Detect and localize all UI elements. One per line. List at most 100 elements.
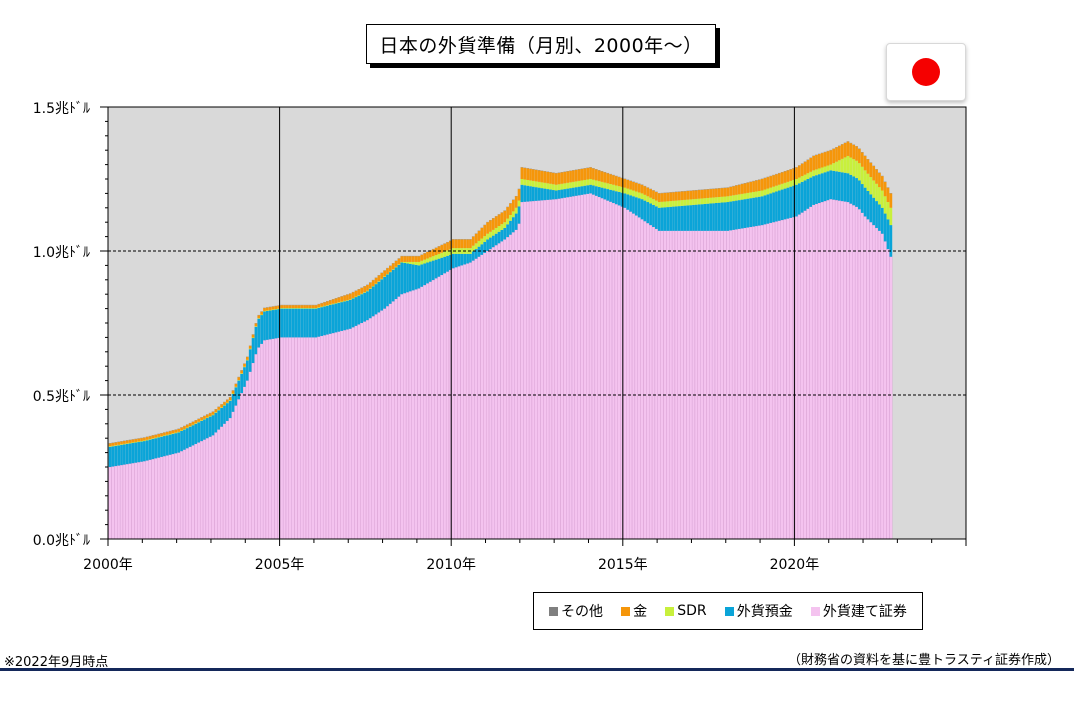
- bar-1-253: [832, 170, 836, 200]
- bar-0-16: [154, 458, 158, 540]
- bar-3-128: [474, 233, 478, 244]
- bar-3-147: [529, 168, 532, 181]
- bar-0-100: [394, 298, 398, 540]
- bar-3-218: [732, 186, 735, 196]
- bar-1-126: [469, 253, 472, 263]
- bar-3-247: [815, 155, 818, 170]
- bar-2-136: [497, 226, 501, 232]
- bar-2-205: [695, 198, 698, 205]
- bar-3-262: [858, 148, 861, 164]
- bar-1-90: [366, 291, 369, 321]
- bar-0-134: [491, 247, 495, 540]
- bar-1-19: [163, 436, 166, 457]
- bar-3-148: [531, 169, 535, 181]
- bar-1-42: [228, 400, 232, 419]
- bar-1-265: [866, 191, 870, 220]
- bar-2-41: [225, 402, 229, 404]
- bar-2-173: [603, 182, 607, 189]
- bar-1-168: [589, 184, 592, 194]
- bar-0-185: [637, 217, 641, 540]
- bar-0-194: [663, 230, 667, 540]
- bar-0-30: [194, 443, 198, 540]
- bar-2-233: [775, 185, 778, 192]
- bar-2-155: [552, 184, 555, 191]
- bar-2-10: [137, 441, 141, 443]
- bar-0-271: [883, 241, 887, 540]
- bar-3-33: [203, 416, 206, 419]
- bar-2-60: [280, 308, 284, 309]
- x-tick-label: 2005年: [255, 557, 305, 573]
- bar-3-133: [489, 220, 492, 232]
- bar-2-214: [720, 196, 724, 203]
- bar-2-177: [614, 185, 618, 192]
- bar-0-144: [520, 201, 524, 540]
- bar-1-243: [803, 180, 807, 211]
- bar-2-34: [205, 417, 209, 419]
- bar-2-90: [366, 290, 369, 292]
- bar-1-153: [546, 189, 550, 200]
- bar-0-69: [305, 337, 309, 540]
- bar-1-149: [534, 187, 538, 201]
- bar-3-157: [557, 172, 561, 185]
- bar-0-6: [125, 463, 129, 540]
- bar-0-84: [348, 328, 352, 540]
- bar-1-237: [786, 187, 790, 219]
- bar-2-130: [480, 238, 484, 245]
- bar-0-247: [815, 203, 818, 540]
- bar-0-149: [534, 200, 538, 540]
- bar-0-168: [589, 193, 593, 540]
- bar-1-76: [326, 305, 329, 335]
- bar-0-227: [757, 225, 761, 540]
- bar-2-197: [672, 200, 675, 207]
- bar-2-47: [243, 366, 246, 368]
- bar-1-61: [283, 308, 286, 338]
- bar-0-139: [506, 236, 510, 540]
- bar-1-211: [712, 203, 715, 231]
- bar-2-198: [675, 200, 678, 207]
- bar-2-65: [294, 308, 298, 309]
- bar-1-240: [795, 184, 798, 217]
- bar-3-216: [726, 187, 730, 197]
- bar-1-166: [583, 185, 587, 195]
- bar-2-218: [732, 195, 735, 202]
- bar-3-100: [394, 260, 398, 267]
- bar-1-198: [675, 206, 678, 231]
- bar-0-10: [137, 462, 141, 540]
- bar-2-87: [357, 295, 361, 296]
- bar-0-79: [334, 332, 338, 540]
- bar-3-95: [380, 272, 384, 279]
- bar-3-116: [440, 245, 444, 253]
- bar-3-258: [846, 141, 850, 156]
- bar-3-146: [526, 168, 529, 180]
- bar-3-114: [434, 247, 438, 256]
- bar-1-241: [797, 183, 801, 215]
- x-tick-label: 2020年: [770, 557, 820, 573]
- bar-0-232: [772, 222, 776, 540]
- bar-1-106: [411, 264, 415, 291]
- bar-2-145: [523, 179, 527, 186]
- bar-3-7: [128, 440, 132, 443]
- bar-0-96: [383, 308, 387, 540]
- bar-2-169: [592, 179, 595, 186]
- bar-0-212: [714, 230, 718, 540]
- bar-2-36: [211, 414, 215, 416]
- bar-3-220: [737, 184, 741, 195]
- bar-2-182: [629, 189, 632, 196]
- bar-3-260: [852, 144, 856, 160]
- bar-3-108: [417, 256, 421, 262]
- bar-3-208: [703, 189, 707, 199]
- bar-2-11: [140, 440, 143, 442]
- bar-0-43: [231, 411, 235, 540]
- bar-1-178: [617, 191, 621, 206]
- bar-3-182: [629, 180, 632, 190]
- bar-3-23: [174, 429, 178, 433]
- bar-1-118: [446, 255, 449, 272]
- bar-1-122: [457, 253, 461, 267]
- bar-3-90: [366, 284, 369, 291]
- bar-2-14: [148, 439, 152, 440]
- bar-1-46: [240, 373, 243, 394]
- bar-3-105: [409, 256, 412, 262]
- bar-1-250: [823, 172, 827, 202]
- bar-1-69: [306, 308, 309, 338]
- bar-1-92: [371, 286, 375, 317]
